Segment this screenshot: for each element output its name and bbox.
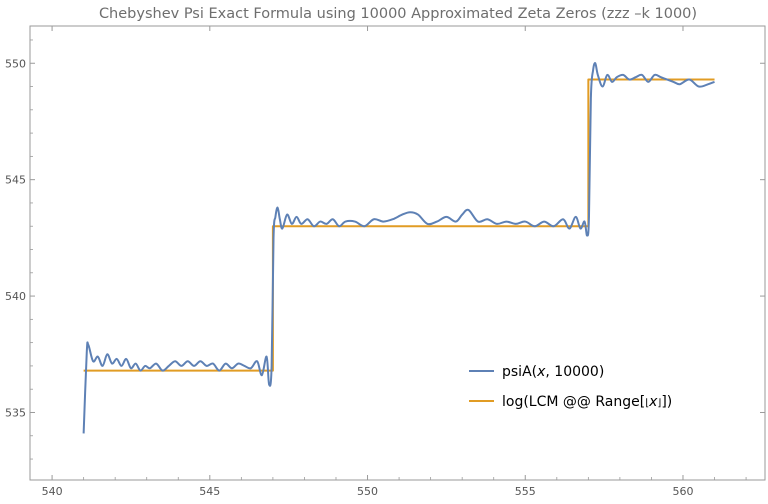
legend-lcm-part-2: x [648,394,658,410]
series-line-psiA [82,62,715,434]
plot-frame [29,25,766,481]
legend-lcm-part-0: log(LCM @@ Range[ [502,394,645,410]
legend-psiA-part-2: , 10000) [545,364,604,380]
y-tick-label-540: 540 [5,290,26,303]
legend-psiA-part-0: psiA( [502,364,537,380]
legend-label-lcm: log(LCM @@ Range[⌊x⌋]) [502,394,672,410]
legend: psiA(x, 10000) log(LCM @@ Range[⌊x⌋]) [469,364,672,410]
y-tick-label-545: 545 [5,174,26,187]
x-axis-ticks: 540 545 550 555 560 [42,26,747,498]
legend-label-psiA: psiA(x, 10000) [502,364,604,380]
legend-lcm-part-3: ⌋ [657,398,661,409]
x-tick-label-550: 550 [357,485,378,498]
y-tick-label-550: 550 [5,57,26,70]
x-tick-label-545: 545 [199,485,220,498]
legend-lcm-part-4: ]) [661,394,672,410]
y-axis-ticks: 535 540 545 550 [5,39,765,460]
series-layer [82,62,715,434]
y-tick-label-535: 535 [5,406,26,419]
chart-title: Chebyshev Psi Exact Formula using 10000 … [99,6,697,22]
series-line-lcm-step [83,78,715,372]
x-tick-label-560: 560 [672,485,693,498]
x-tick-label-540: 540 [42,485,63,498]
x-tick-label-555: 555 [515,485,536,498]
legend-psiA-part-1: x [536,364,546,380]
legend-lcm-part-1: ⌊ [645,398,649,409]
